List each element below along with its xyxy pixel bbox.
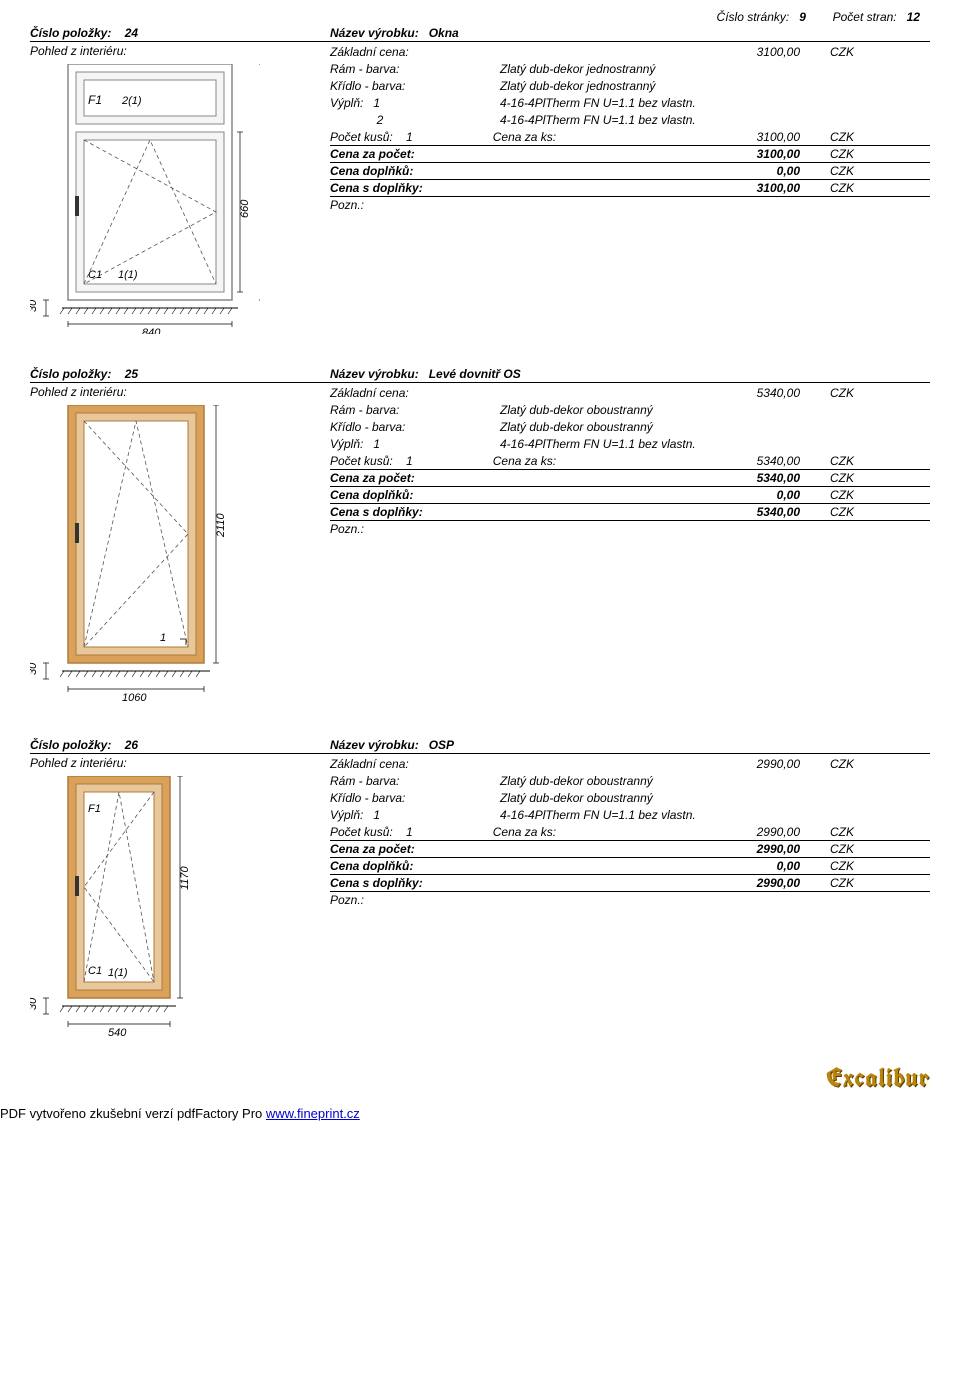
svg-text:2110: 2110 bbox=[215, 512, 227, 538]
svg-text:C1: C1 bbox=[88, 965, 102, 977]
svg-text:1(1): 1(1) bbox=[108, 967, 128, 979]
footer-prefix: PDF vytvořeno zkušební verzí pdfFactory … bbox=[0, 1106, 266, 1121]
svg-text:660: 660 bbox=[239, 199, 251, 218]
svg-text:540: 540 bbox=[108, 1027, 127, 1039]
svg-text:F1: F1 bbox=[88, 93, 102, 107]
fill-row: 24-16-4PlTherm FN U=1.1 bez vlastn. bbox=[330, 112, 930, 129]
base-price-row: Základní cena:5340,00CZK bbox=[330, 385, 930, 402]
diagram-container: F1 C1 1(1) 1170 30 540 bbox=[30, 776, 330, 1059]
view-label: Pohled z interiéru: bbox=[30, 756, 330, 770]
price-addons-row: Cena doplňků:0,00CZK bbox=[330, 858, 930, 875]
svg-text:F1: F1 bbox=[88, 803, 101, 815]
svg-text:30: 30 bbox=[30, 662, 39, 675]
wing-color: Křídlo - barva:Zlatý dub-dekor oboustran… bbox=[330, 790, 930, 807]
frame-color: Rám - barva:Zlatý dub-dekor jednostranný bbox=[330, 61, 930, 78]
svg-text:C1: C1 bbox=[88, 269, 102, 281]
wing-color: Křídlo - barva:Zlatý dub-dekor oboustran… bbox=[330, 419, 930, 436]
svg-text:30: 30 bbox=[30, 997, 39, 1010]
product-name: Název výrobku: Levé dovnitř OS bbox=[330, 367, 930, 381]
svg-text:1(1): 1(1) bbox=[118, 269, 138, 281]
item-no: Číslo položky: 24 bbox=[30, 26, 330, 40]
wing-color: Křídlo - barva:Zlatý dub-dekor jednostra… bbox=[330, 78, 930, 95]
window-diagram: 1 2110 30 1060 bbox=[30, 405, 260, 705]
view-label: Pohled z interiéru: bbox=[30, 385, 330, 399]
price-with-addons-row: Cena s doplňky:2990,00CZK bbox=[330, 875, 930, 892]
qty-row: Počet kusů: 1 Cena za ks:5340,00CZK bbox=[330, 453, 930, 470]
item-block: Číslo položky: 25Název výrobku: Levé dov… bbox=[30, 367, 930, 708]
item-header: Číslo položky: 24Název výrobku: Okna bbox=[30, 26, 930, 42]
footer-link[interactable]: www.fineprint.cz bbox=[266, 1106, 360, 1121]
svg-text:840: 840 bbox=[142, 327, 161, 334]
note-row: Pozn.: bbox=[330, 197, 930, 214]
view-label: Pohled z interiéru: bbox=[30, 44, 330, 58]
svg-text:1060: 1060 bbox=[122, 692, 147, 704]
price-count-row: Cena za počet:2990,00CZK bbox=[330, 841, 930, 858]
price-with-addons-row: Cena s doplňky:5340,00CZK bbox=[330, 504, 930, 521]
product-name: Název výrobku: Okna bbox=[330, 26, 930, 40]
item-block: Číslo položky: 26Název výrobku: OSPPohle… bbox=[30, 738, 930, 1059]
note-row: Pozn.: bbox=[330, 892, 930, 909]
diagram-container: F12(1)C11(1)66097030840 bbox=[30, 64, 330, 337]
window-diagram: F1 C1 1(1) 1170 30 540 bbox=[30, 776, 240, 1056]
item-header: Číslo položky: 26Název výrobku: OSP bbox=[30, 738, 930, 754]
svg-text:1170: 1170 bbox=[179, 865, 191, 890]
item-no: Číslo položky: 25 bbox=[30, 367, 330, 381]
frame-color: Rám - barva:Zlatý dub-dekor oboustranný bbox=[330, 773, 930, 790]
svg-text:1: 1 bbox=[160, 632, 166, 644]
page-header: Číslo stránky: 9 Počet stran: 12 bbox=[30, 10, 930, 24]
svg-text:2(1): 2(1) bbox=[121, 95, 142, 107]
price-with-addons-row: Cena s doplňky:3100,00CZK bbox=[330, 180, 930, 197]
price-addons-row: Cena doplňků:0,00CZK bbox=[330, 163, 930, 180]
note-row: Pozn.: bbox=[330, 521, 930, 538]
base-price-row: Základní cena:2990,00CZK bbox=[330, 756, 930, 773]
fill-row: Výplň: 14-16-4PlTherm FN U=1.1 bez vlast… bbox=[330, 95, 930, 112]
pdf-footer: PDF vytvořeno zkušební verzí pdfFactory … bbox=[0, 1106, 360, 1121]
fill-row: Výplň: 14-16-4PlTherm FN U=1.1 bez vlast… bbox=[330, 807, 930, 824]
price-count-row: Cena za počet:3100,00CZK bbox=[330, 146, 930, 163]
brand-logo: Excalibur bbox=[826, 1061, 930, 1095]
item-header: Číslo položky: 25Název výrobku: Levé dov… bbox=[30, 367, 930, 383]
price-count-row: Cena za počet:5340,00CZK bbox=[330, 470, 930, 487]
product-name: Název výrobku: OSP bbox=[330, 738, 930, 752]
item-block: Číslo položky: 24Název výrobku: OknaPohl… bbox=[30, 26, 930, 337]
fill-row: Výplň: 14-16-4PlTherm FN U=1.1 bez vlast… bbox=[330, 436, 930, 453]
item-no: Číslo položky: 26 bbox=[30, 738, 330, 752]
frame-color: Rám - barva:Zlatý dub-dekor oboustranný bbox=[330, 402, 930, 419]
qty-row: Počet kusů: 1 Cena za ks:3100,00CZK bbox=[330, 129, 930, 146]
price-addons-row: Cena doplňků:0,00CZK bbox=[330, 487, 930, 504]
base-price-row: Základní cena:3100,00CZK bbox=[330, 44, 930, 61]
svg-text:30: 30 bbox=[30, 299, 39, 312]
qty-row: Počet kusů: 1 Cena za ks:2990,00CZK bbox=[330, 824, 930, 841]
window-diagram: F12(1)C11(1)66097030840 bbox=[30, 64, 260, 334]
diagram-container: 1 2110 30 1060 bbox=[30, 405, 330, 708]
